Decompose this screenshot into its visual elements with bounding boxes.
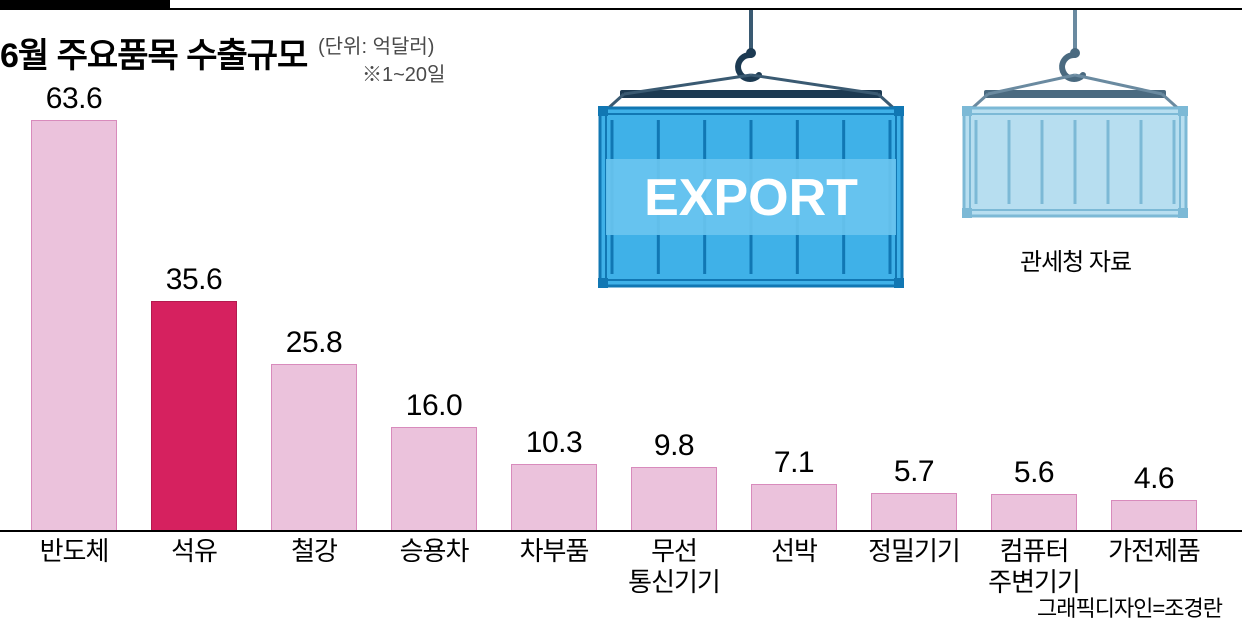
bar-label: 차부품 <box>492 536 616 567</box>
bar-value: 10.3 <box>526 426 582 460</box>
bar-value: 16.0 <box>406 389 462 423</box>
bar-label: 반도체 <box>12 536 136 567</box>
bar-group: 25.8 <box>260 326 368 530</box>
bar-group: 35.6 <box>140 263 248 530</box>
bar-value: 35.6 <box>166 263 222 297</box>
bar-value: 5.6 <box>1014 456 1054 490</box>
bar-value: 25.8 <box>286 326 342 360</box>
bar-value: 5.7 <box>894 455 934 489</box>
bar-label: 선박 <box>732 536 856 567</box>
bar-label: 정밀기기 <box>852 536 976 567</box>
bar-chart: 63.6 35.6 25.8 16.0 10.3 9.8 7.1 5.7 5.6 4.6 <box>0 70 1242 530</box>
bar-label: 무선통신기기 <box>612 536 736 598</box>
bar-label: 컴퓨터주변기기 <box>972 536 1096 598</box>
bar-value: 9.8 <box>654 429 694 463</box>
bar-group: 4.6 <box>1100 462 1208 530</box>
bar <box>751 484 837 530</box>
bar-group: 63.6 <box>20 82 128 530</box>
bar <box>1111 500 1197 530</box>
bar-group: 5.7 <box>860 455 968 530</box>
bar <box>271 364 357 530</box>
bar-value: 63.6 <box>46 82 102 116</box>
bar-value: 7.1 <box>774 446 814 480</box>
bar-group: 16.0 <box>380 389 488 530</box>
bar <box>871 493 957 530</box>
bar-group: 10.3 <box>500 426 608 530</box>
chart-baseline <box>0 530 1242 532</box>
bar <box>391 427 477 530</box>
bar <box>631 467 717 530</box>
bar-group: 9.8 <box>620 429 728 530</box>
bar-value: 4.6 <box>1134 462 1174 496</box>
chart-unit: (단위: 억달러) <box>318 30 434 59</box>
bar <box>511 464 597 530</box>
bar-label: 가전제품 <box>1092 536 1216 567</box>
title-accent-bar <box>0 0 170 10</box>
bar <box>991 494 1077 530</box>
bar <box>31 120 117 530</box>
graphic-credit: 그래픽디자인=조경란 <box>1037 591 1222 623</box>
bar-label: 승용차 <box>372 536 496 567</box>
bar-label: 석유 <box>132 536 256 567</box>
bar-group: 5.6 <box>980 456 1088 530</box>
bar <box>151 301 237 530</box>
bar-label: 철강 <box>252 536 376 567</box>
bar-group: 7.1 <box>740 446 848 530</box>
